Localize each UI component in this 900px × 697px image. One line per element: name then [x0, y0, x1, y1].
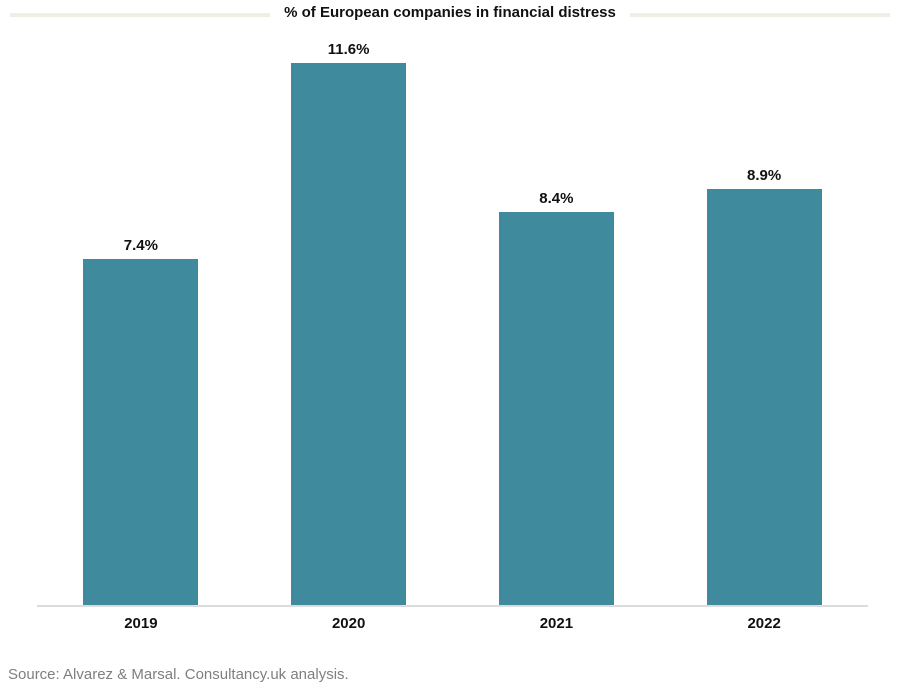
bar-2019	[83, 259, 199, 605]
plot-area: 7.4% 11.6% 8.4% 8.9%	[37, 30, 868, 605]
bar-2022	[706, 188, 822, 605]
bar-group-2022: 8.9%	[660, 30, 868, 605]
bar-value-label-2020: 11.6%	[327, 40, 370, 58]
source-note: Source: Alvarez & Marsal. Consultancy.uk…	[8, 666, 349, 683]
chart-title-text: % of European companies in financial dis…	[270, 4, 630, 21]
x-label-2022: 2022	[747, 615, 781, 632]
x-axis-labels: 2019 2020 2021 2022	[37, 615, 868, 632]
bar-value-label-2021: 8.4%	[539, 190, 574, 208]
x-axis-line	[37, 605, 868, 607]
x-label-2021: 2021	[539, 615, 574, 632]
bar-value-label-2019: 7.4%	[123, 237, 158, 255]
x-label-2020: 2020	[331, 615, 366, 632]
x-label-2019: 2019	[124, 615, 158, 632]
bar-2020	[291, 62, 407, 605]
bar-group-2020: 11.6%	[245, 30, 453, 605]
bar-value-label-2022: 8.9%	[747, 166, 782, 184]
bar-group-2021: 8.4%	[453, 30, 661, 605]
bar-group-2019: 7.4%	[37, 30, 245, 605]
chart-title: % of European companies in financial dis…	[0, 4, 900, 22]
bar-2021	[498, 212, 614, 605]
